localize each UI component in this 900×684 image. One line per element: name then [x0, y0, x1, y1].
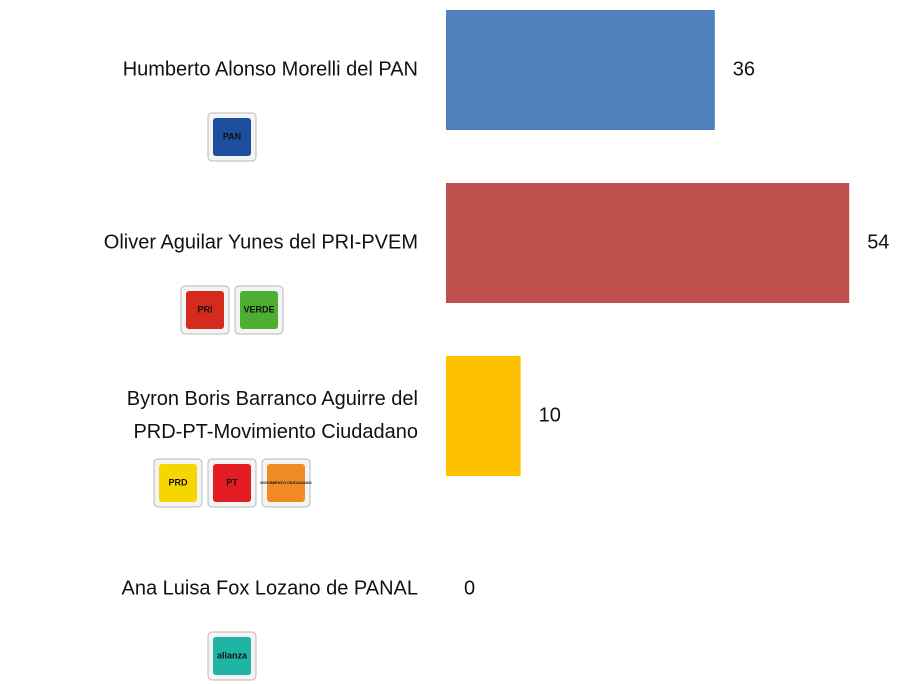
category-label: Oliver Aguilar Yunes del PRI-PVEM [103, 231, 418, 254]
value-label: 36 [733, 58, 755, 80]
logo-text: PT [226, 477, 238, 487]
logo-text: PAN [223, 131, 241, 141]
logo-face [213, 464, 251, 502]
party-logo: PAN [207, 112, 257, 162]
logo-face [213, 637, 251, 675]
bar [446, 356, 521, 476]
party-logo: VERDE [234, 285, 284, 335]
logo-face [159, 464, 197, 502]
bar [446, 10, 715, 130]
value-label: 0 [464, 577, 475, 599]
category-label: Byron Boris Barranco Aguirre del PRD-PT-… [126, 388, 418, 443]
logo-text: alianza [217, 650, 248, 660]
logo-face [213, 118, 251, 156]
logo-face [267, 464, 305, 502]
party-logo: MOVIMIENTO CIUDADANO [260, 458, 312, 508]
logo-text: VERDE [243, 304, 274, 314]
party-logo: PRI [180, 285, 230, 335]
logo-text: PRI [197, 304, 212, 314]
logo-text: PRD [168, 477, 188, 487]
logo-text: MOVIMIENTO CIUDADANO [260, 480, 311, 485]
bar [446, 183, 850, 303]
category-label: Ana Luisa Fox Lozano de PANAL [121, 577, 418, 600]
logo-face [240, 291, 278, 329]
value-label: 10 [539, 404, 561, 426]
category-label: Humberto Alonso Morelli del PAN [122, 58, 418, 81]
logo-face [186, 291, 224, 329]
party-logo: alianza [207, 631, 257, 681]
party-logo: PRD [153, 458, 203, 508]
value-label: 54 [867, 231, 889, 253]
party-logo: PT [207, 458, 257, 508]
